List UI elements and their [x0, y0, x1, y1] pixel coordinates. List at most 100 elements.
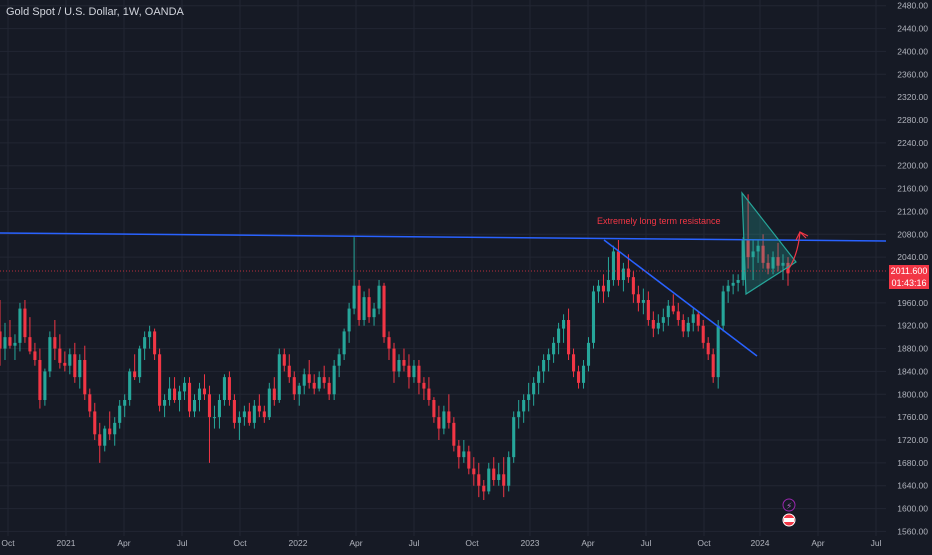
candle-body [512, 417, 516, 458]
candle-body [158, 354, 162, 406]
x-tick-label: Apr [117, 538, 130, 548]
candle-body [257, 405, 261, 412]
descending-trendline[interactable] [603, 239, 758, 357]
candle-body [177, 391, 182, 400]
candle-body [83, 360, 87, 395]
last-price-label: 2011.600 01:43:16 [889, 265, 929, 289]
lightning-event-icon[interactable] [782, 498, 796, 512]
candle-body [63, 362, 67, 366]
y-tick-label: 1920.00 [897, 321, 928, 331]
candle-body [337, 354, 341, 366]
candlestick-series [0, 194, 790, 500]
candle-body [641, 300, 645, 303]
candle-body [562, 320, 566, 329]
candle-body [701, 325, 705, 343]
x-tick-label: Jul [871, 538, 882, 548]
candle-body [43, 371, 47, 400]
y-tick-label: 1680.00 [897, 458, 928, 468]
candle-body [227, 377, 231, 400]
x-tick-label: Oct [1, 538, 15, 548]
candle-body [317, 377, 321, 389]
x-tick-label: 2023 [521, 538, 540, 548]
candle-body [382, 285, 386, 338]
candle-body [731, 282, 735, 286]
candle-body [417, 365, 421, 383]
chart-title: Gold Spot / U.S. Dollar, 1W, OANDA [6, 6, 184, 18]
candle-body [601, 285, 606, 292]
event-icons[interactable]: ⚡ [782, 498, 796, 527]
candle-body [711, 354, 715, 378]
projection-arrow-head [795, 231, 807, 241]
candle-body [766, 262, 770, 269]
candle-body [262, 411, 266, 418]
candle-body [691, 314, 695, 323]
candle-body [242, 411, 246, 418]
y-tick-label: 1840.00 [897, 366, 928, 376]
candle-body [78, 360, 82, 378]
y-tick-label: 1800.00 [897, 389, 928, 399]
x-tick-label: Jul [641, 538, 652, 548]
candle-body [596, 285, 601, 292]
candle-body [432, 400, 436, 418]
candle-body [741, 240, 745, 280]
y-tick-label: 1560.00 [897, 526, 928, 536]
candle-body [163, 400, 167, 406]
candle-body [581, 365, 586, 383]
candle-body [487, 468, 491, 492]
x-tick-label: Jul [409, 538, 420, 548]
x-tick-label: Apr [811, 538, 824, 548]
candle-body [222, 377, 226, 400]
candle-body [372, 308, 376, 318]
drawings[interactable] [0, 191, 887, 357]
candle-body [98, 434, 102, 446]
candle-body [387, 337, 391, 349]
candle-body [407, 365, 411, 378]
flag-glyph [784, 518, 794, 522]
candle-body [58, 348, 62, 363]
x-tick-label: Oct [233, 538, 247, 548]
candle-body [676, 311, 680, 320]
candle-body [616, 251, 620, 280]
candle-body [402, 360, 406, 366]
candle-body [666, 305, 670, 318]
candle-body [557, 328, 561, 343]
x-tick-label: Oct [465, 538, 479, 548]
candle-body [307, 374, 311, 383]
candle-body [631, 277, 635, 295]
triangle-pattern[interactable] [741, 191, 797, 296]
y-tick-label: 1960.00 [897, 298, 928, 308]
candle-body [756, 245, 760, 252]
candle-body [686, 322, 690, 332]
annotation-text[interactable]: Extremely long term resistance [597, 216, 721, 226]
y-tick-label: 2240.00 [897, 138, 928, 148]
long-term-resistance-line[interactable] [0, 232, 887, 242]
candle-body [447, 411, 451, 423]
candle-body [93, 411, 97, 435]
candle-body [237, 417, 241, 423]
candle-body [168, 388, 172, 400]
y-tick-label: 2480.00 [897, 1, 928, 11]
y-tick-label: 2320.00 [897, 92, 928, 102]
candle-body [342, 331, 346, 355]
candle-body [128, 371, 132, 400]
candle-body [482, 485, 486, 492]
candle-body [781, 262, 785, 266]
candle-body [661, 317, 665, 323]
grid-lines [0, 0, 886, 536]
y-tick-label: 2120.00 [897, 206, 928, 216]
candle-body [88, 394, 92, 412]
candle-body [626, 268, 630, 278]
y-tick-label: 2440.00 [897, 24, 928, 34]
candle-body [477, 474, 481, 486]
candle-body [23, 308, 27, 338]
y-tick-label: 2360.00 [897, 69, 928, 79]
candle-body [452, 422, 456, 446]
candle-body [537, 371, 541, 383]
x-tick-label: 2022 [289, 538, 308, 548]
candle-body [312, 382, 316, 389]
candle-body [392, 348, 396, 372]
